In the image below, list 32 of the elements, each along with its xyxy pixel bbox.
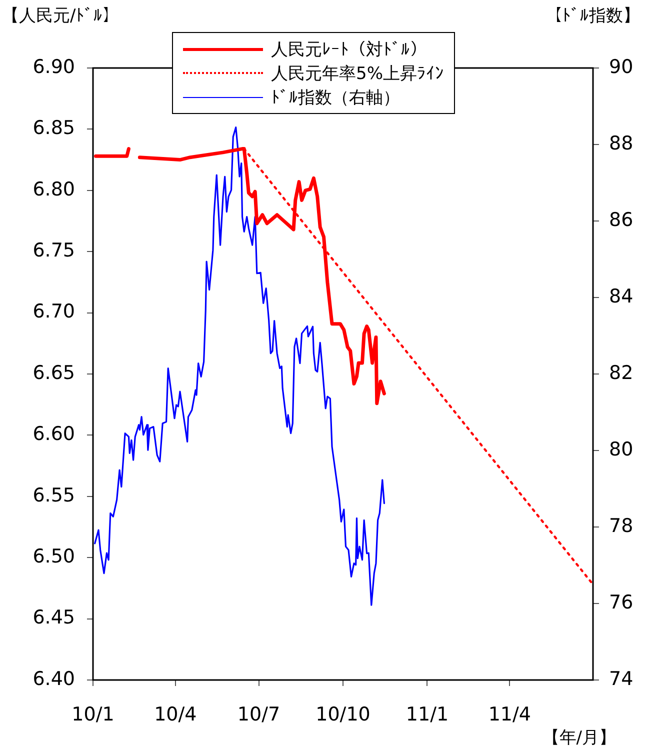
y-axis-title: 【人民元/ﾄﾞﾙ】 — [2, 5, 120, 27]
x-tick-label: 11/1 — [406, 703, 449, 726]
y2-tick-label: 90 — [609, 56, 634, 78]
x-tick-label: 11/4 — [488, 703, 532, 726]
y-tick-label: 6.90 — [32, 56, 75, 78]
y2-tick-label: 74 — [609, 668, 634, 690]
legend-label: ﾄﾞﾙ指数（右軸） — [271, 86, 400, 108]
legend-label: 人民元ﾚｰﾄ（対ﾄﾞﾙ） — [271, 38, 427, 60]
legend-label: 人民元年率5%上昇ﾗｲﾝ — [271, 62, 444, 84]
y2-tick-label: 88 — [609, 132, 634, 154]
y2-tick-label: 86 — [609, 208, 634, 231]
y2-tick-label: 78 — [609, 514, 634, 537]
y-tick-label: 6.55 — [32, 484, 75, 506]
x-tick-label: 10/4 — [154, 703, 197, 726]
y-tick-label: 6.65 — [32, 362, 75, 384]
y2-axis-title: 【ﾄﾞﾙ指数】 — [545, 5, 640, 27]
y2-tick-label: 76 — [609, 591, 634, 614]
x-tick-label: 10/1 — [72, 703, 114, 726]
x-axis-title: 【年/月】 — [542, 727, 616, 749]
y-tick-label: 6.85 — [32, 117, 75, 140]
y-tick-label: 6.70 — [32, 300, 75, 323]
y2-tick-label: 82 — [609, 362, 634, 384]
y-tick-label: 6.45 — [32, 606, 75, 629]
y-tick-label: 6.80 — [32, 178, 75, 200]
y-tick-label: 6.75 — [32, 240, 75, 262]
x-tick-label: 10/10 — [316, 703, 370, 726]
y-tick-label: 6.40 — [32, 668, 75, 690]
y-tick-label: 6.60 — [32, 423, 75, 446]
y2-tick-label: 84 — [609, 285, 634, 308]
y-tick-label: 6.50 — [32, 546, 75, 568]
y2-tick-label: 80 — [609, 438, 634, 460]
x-tick-label: 10/7 — [237, 703, 280, 726]
